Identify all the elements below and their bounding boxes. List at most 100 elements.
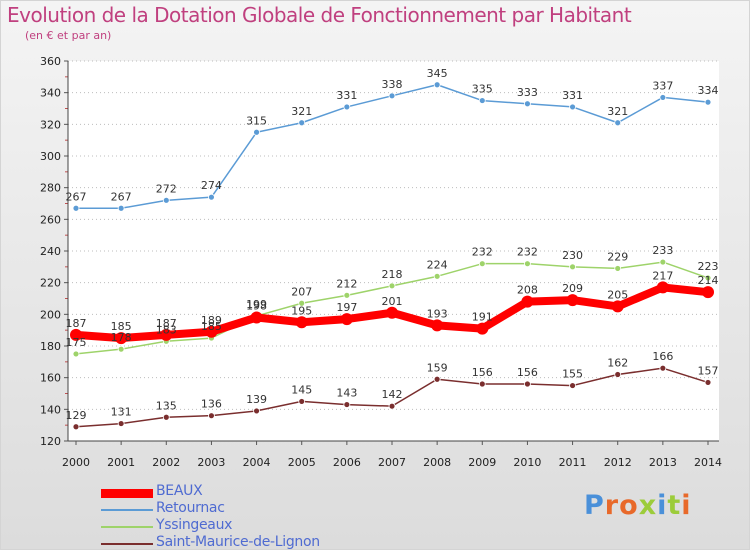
data-point-retournac [659, 94, 667, 101]
data-label-retournac: 338 [382, 78, 403, 91]
data-label-beaux: 187 [156, 317, 177, 330]
data-point-saint-maurice-de-lignon [704, 379, 712, 386]
logo-letter: x [638, 490, 658, 521]
y-tick-label: 180 [40, 340, 61, 353]
data-label-yssingeaux: 218 [382, 268, 403, 281]
data-label-yssingeaux: 224 [427, 258, 448, 271]
data-label-retournac: 267 [66, 190, 87, 203]
data-label-yssingeaux: 233 [652, 244, 673, 257]
data-label-beaux: 185 [111, 320, 132, 333]
data-label-saint-maurice-de-lignon: 136 [201, 398, 222, 411]
data-label-yssingeaux: 175 [66, 336, 87, 349]
x-tick-label: 2002 [152, 456, 180, 469]
data-point-beaux [205, 325, 218, 338]
data-label-beaux: 197 [336, 301, 357, 314]
data-point-retournac [388, 92, 396, 100]
legend-swatch-retournac [101, 509, 153, 511]
data-label-saint-maurice-de-lignon: 156 [517, 366, 538, 379]
legend-label-saint-maurice: Saint-Maurice-de-Lignon [156, 534, 320, 550]
data-label-yssingeaux: 183 [156, 323, 177, 336]
legend-label-yssingeaux: Yssingeaux [156, 517, 233, 533]
data-point-yssingeaux [433, 272, 441, 280]
data-point-yssingeaux [117, 345, 125, 353]
y-tick-label: 360 [40, 55, 61, 68]
data-point-saint-maurice-de-lignon [208, 412, 215, 420]
x-tick-label: 2008 [423, 456, 451, 469]
data-point-beaux [431, 319, 444, 332]
y-tick-label: 320 [40, 118, 61, 131]
data-label-beaux: 205 [607, 288, 628, 301]
data-point-beaux [160, 328, 173, 341]
y-tick-label: 220 [40, 277, 61, 290]
data-point-retournac [478, 97, 486, 104]
y-tick-label: 340 [40, 87, 61, 100]
data-label-retournac: 331 [336, 89, 357, 102]
data-label-saint-maurice-de-lignon: 131 [111, 406, 132, 419]
data-point-beaux [386, 306, 398, 319]
data-label-saint-maurice-de-lignon: 135 [156, 399, 177, 412]
data-point-saint-maurice-de-lignon [343, 401, 351, 408]
x-tick-label: 2013 [649, 456, 677, 469]
data-point-retournac [343, 103, 351, 111]
logo-letter: t [667, 490, 682, 521]
y-tick-label: 280 [40, 182, 61, 195]
data-point-saint-maurice-de-lignon [614, 371, 622, 378]
data-point-retournac [704, 98, 712, 106]
data-point-beaux [521, 295, 534, 308]
data-label-retournac: 267 [111, 190, 132, 203]
legend-label-retournac: Retournac [156, 500, 225, 516]
data-label-yssingeaux: 229 [607, 250, 628, 263]
data-point-beaux [656, 281, 669, 294]
data-label-beaux: 198 [246, 300, 267, 313]
x-tick-label: 2003 [197, 456, 225, 469]
data-point-saint-maurice-de-lignon [253, 407, 260, 415]
data-label-retournac: 333 [517, 86, 538, 99]
x-tick-label: 2006 [333, 456, 361, 469]
data-label-saint-maurice-de-lignon: 159 [427, 361, 448, 374]
data-label-beaux: 201 [382, 295, 403, 308]
data-label-beaux: 209 [562, 282, 583, 295]
data-point-retournac [162, 196, 170, 204]
data-label-beaux: 191 [472, 311, 493, 324]
data-label-retournac: 272 [156, 182, 177, 195]
x-tick-label: 2001 [107, 456, 135, 469]
data-label-saint-maurice-de-lignon: 145 [291, 383, 312, 396]
data-label-retournac: 334 [698, 84, 719, 97]
data-label-saint-maurice-de-lignon: 142 [382, 388, 403, 401]
data-point-beaux [115, 332, 128, 345]
data-label-retournac: 345 [427, 67, 448, 80]
data-label-saint-maurice-de-lignon: 155 [562, 368, 583, 381]
data-label-saint-maurice-de-lignon: 143 [336, 387, 357, 400]
data-point-retournac [117, 204, 125, 212]
data-label-saint-maurice-de-lignon: 157 [698, 364, 719, 377]
chart-subtitle: (en € et par an) [25, 29, 112, 42]
data-point-saint-maurice-de-lignon [117, 420, 125, 427]
legend-swatch-beaux [101, 488, 153, 498]
x-tick-label: 2014 [694, 456, 722, 469]
data-point-retournac [569, 103, 576, 111]
data-label-beaux: 195 [291, 304, 312, 317]
y-tick-label: 240 [40, 245, 61, 258]
data-label-retournac: 331 [562, 89, 583, 102]
data-point-beaux [702, 286, 714, 299]
data-label-retournac: 321 [291, 105, 312, 118]
data-label-saint-maurice-de-lignon: 162 [607, 357, 628, 370]
data-label-retournac: 337 [652, 79, 673, 92]
data-point-beaux [476, 322, 489, 335]
x-tick-label: 2011 [559, 456, 587, 469]
data-point-retournac [298, 119, 306, 127]
data-point-beaux [340, 313, 353, 326]
data-point-beaux [566, 294, 579, 307]
data-point-saint-maurice-de-lignon [298, 398, 306, 405]
data-point-saint-maurice-de-lignon [659, 364, 667, 372]
logo-letter: i [657, 490, 668, 521]
logo-letter: o [619, 490, 639, 521]
logo-letter: i [681, 490, 692, 521]
data-label-beaux: 208 [517, 284, 538, 297]
data-point-retournac [72, 204, 80, 212]
data-label-beaux: 193 [427, 307, 448, 320]
data-label-yssingeaux: 207 [291, 285, 312, 298]
data-point-yssingeaux [343, 291, 351, 299]
logo-letter: r [604, 490, 620, 521]
